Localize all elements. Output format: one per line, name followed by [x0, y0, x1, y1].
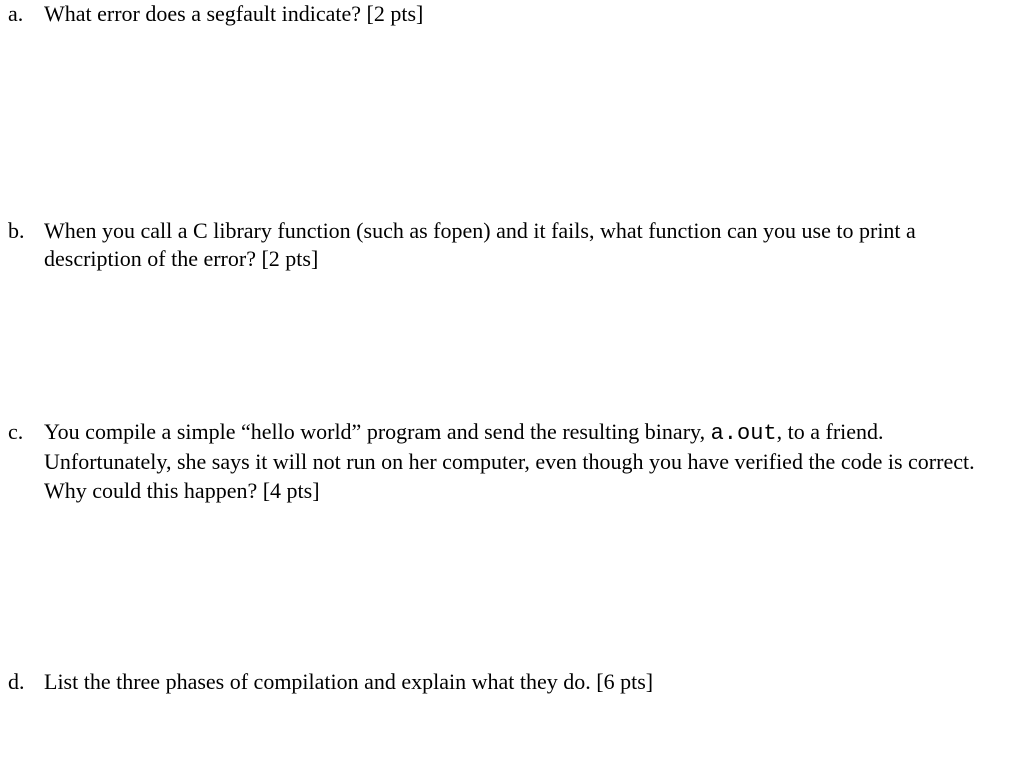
- question-letter-a: a.: [8, 0, 44, 29]
- question-c-code: a.out: [711, 421, 777, 446]
- question-c: c. You compile a simple “hello world” pr…: [8, 418, 1012, 506]
- question-c-part1: You compile a simple “hello world” progr…: [44, 419, 711, 444]
- question-letter-b: b.: [8, 217, 44, 246]
- question-letter-c: c.: [8, 418, 44, 447]
- question-text-d: List the three phases of compilation and…: [44, 668, 1012, 697]
- question-d: d. List the three phases of compilation …: [8, 668, 1012, 697]
- question-text-a: What error does a segfault indicate? [2 …: [44, 0, 1012, 29]
- question-list: a. What error does a segfault indicate? …: [0, 0, 1024, 696]
- question-text-b: When you call a C library function (such…: [44, 217, 1012, 274]
- question-a: a. What error does a segfault indicate? …: [8, 0, 1012, 29]
- question-letter-d: d.: [8, 668, 44, 697]
- question-b: b. When you call a C library function (s…: [8, 217, 1012, 274]
- question-text-c: You compile a simple “hello world” progr…: [44, 418, 1012, 506]
